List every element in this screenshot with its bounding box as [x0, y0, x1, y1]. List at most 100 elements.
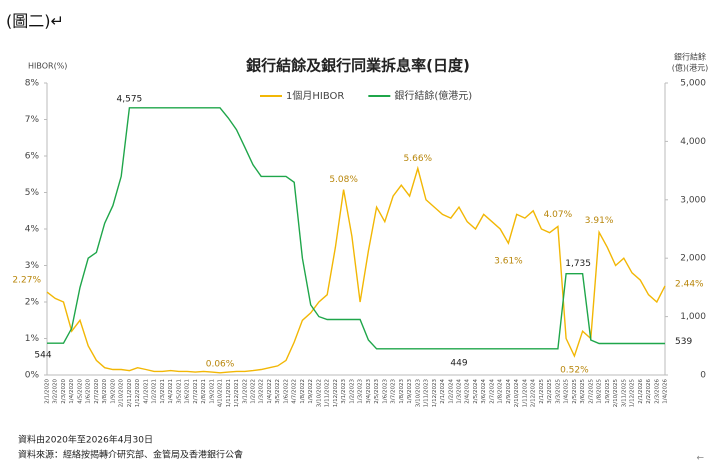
x-tick-label: 3/2/2025	[547, 379, 553, 404]
x-tick-label: 1/11/2022	[325, 379, 331, 407]
x-tick-label: 1/12/2023	[432, 379, 438, 408]
x-tick-label: 3/10/2022	[316, 379, 322, 407]
x-tick-label: 3/10/2023	[415, 379, 421, 408]
data-label: 4,575	[117, 94, 143, 104]
x-tick-label: 1/8/2024	[498, 379, 504, 404]
x-tick-label: 2/4/2024	[465, 379, 471, 404]
y-tick-label: 2%	[25, 298, 40, 308]
x-tick-label: 1/3/2023	[358, 379, 364, 404]
x-tick-label: 1/4/2022	[267, 379, 273, 404]
x-tick-label: 2/3/2026	[654, 379, 660, 404]
x-tick-label: 1/6/2022	[283, 379, 289, 404]
x-tick-label: 3/3/2025	[555, 379, 561, 404]
x-tick-label: 1/11/2024	[522, 379, 528, 408]
x-tick-label: 1/2/2024	[448, 379, 454, 404]
x-tick-label: 4/10/2021	[218, 379, 224, 407]
x-tick-label: 1/8/2023	[399, 379, 405, 404]
x-tick-label: 1/6/2023	[382, 379, 388, 404]
data-label: 539	[675, 337, 692, 347]
x-tick-label: 2/8/2021	[201, 379, 207, 404]
x-tick-label: 2/12/2024	[531, 379, 537, 408]
x-tick-label: 1/11/2021	[226, 379, 232, 407]
series-line	[46, 165, 666, 374]
y2-tick-label: 1,000	[680, 312, 706, 322]
note: 資料來源：經絡按揭轉介研究部、金管局及香港銀行公會	[18, 449, 243, 461]
x-tick-label: 2/5/2023	[374, 379, 380, 404]
x-tick-label: 1/4/2025	[564, 379, 570, 404]
x-tick-label: 2/5/2024	[473, 379, 479, 404]
x-tick-label: 2/3/2020	[61, 379, 67, 404]
x-tick-label: 3/6/2025	[580, 379, 586, 404]
y-tick-label: 3%	[25, 261, 40, 271]
x-tick-label: 2/2/2026	[646, 379, 652, 404]
series-line	[47, 107, 665, 350]
corner-mark: ←	[696, 454, 704, 464]
x-tick-label: 1/2/2023	[349, 379, 355, 404]
x-tick-label: 1/12/2022	[333, 379, 339, 407]
x-tick-label: 1/4/2020	[69, 379, 75, 404]
data-label: 5.08%	[329, 175, 358, 185]
x-tick-label: 2/11/2020	[127, 379, 133, 408]
x-tick-label: 1/8/2022	[300, 379, 306, 404]
x-tick-label: 3/7/2023	[391, 379, 397, 404]
x-tick-label: 1/6/2021	[185, 379, 191, 404]
x-tick-label: 2/1/2026	[638, 379, 644, 404]
x-tick-label: 2/10/2025	[613, 379, 619, 408]
data-label: 5.66%	[404, 154, 433, 164]
x-tick-label: 2/7/2021	[193, 379, 199, 404]
legend-label: 銀行結餘(億港元)	[394, 89, 472, 102]
x-tick-label: 1/4/2021	[168, 379, 174, 404]
y-axis-label: HIBOR(%)	[28, 62, 67, 71]
x-tick-label: 4/5/2020	[77, 379, 83, 404]
y2-axis-label: 銀行結餘	[674, 52, 706, 62]
x-tick-label: 1/9/2020	[110, 379, 116, 404]
x-tick-label: 1/11/2023	[424, 379, 430, 408]
x-tick-label: 2/1/2025	[539, 379, 545, 404]
data-label: 0.52%	[560, 366, 589, 376]
x-tick-label: 4/1/2021	[143, 379, 149, 404]
y-tick-label: 5%	[25, 188, 40, 198]
y2-tick-label: 5,000	[680, 79, 706, 89]
data-label: 2.44%	[675, 279, 704, 289]
data-label: 4.07%	[544, 210, 573, 220]
y-tick-label: 1%	[25, 334, 40, 344]
x-tick-label: 3/5/2021	[176, 379, 182, 404]
x-tick-label: 2/9/2024	[506, 379, 512, 404]
x-tick-label: 1/12/2020	[135, 379, 141, 408]
data-label: 0.06%	[206, 359, 235, 369]
y-tick-label: 6%	[25, 152, 40, 162]
x-tick-label: 1/8/2025	[597, 379, 603, 404]
x-tick-label: 1/4/2026	[663, 379, 669, 404]
x-tick-label: 3/6/2024	[481, 379, 487, 404]
note: 資料由2020年至2026年4月30日	[18, 434, 153, 446]
x-tick-label: 3/5/2022	[275, 379, 281, 404]
x-tick-label: 2/7/2025	[588, 379, 594, 404]
data-label: 1,735	[565, 259, 591, 269]
x-tick-label: 3/1/2023	[341, 379, 347, 404]
data-label: 3.91%	[585, 216, 614, 226]
x-tick-label: 1/9/2025	[605, 379, 611, 404]
legend-label: 1個月HIBOR	[286, 89, 344, 102]
y2-tick-label: 4,000	[680, 137, 706, 147]
data-label: 449	[450, 358, 467, 368]
x-tick-label: 1/3/2022	[259, 379, 265, 404]
x-tick-label: 3/11/2025	[621, 379, 627, 408]
y2-tick-label: 3,000	[680, 195, 706, 205]
x-tick-label: 3/1/2022	[242, 379, 248, 404]
x-tick-label: 2/1/2024	[440, 379, 446, 404]
x-tick-label: 1/9/2023	[407, 379, 413, 404]
x-tick-label: 4/7/2022	[292, 379, 298, 404]
y2-tick-label: 0	[700, 371, 706, 381]
y-tick-label: 8%	[25, 79, 40, 89]
x-tick-label: 1/12/2021	[234, 379, 240, 407]
x-tick-label: 2/10/2020	[119, 379, 125, 408]
x-tick-label: 1/3/2021	[160, 379, 166, 404]
x-tick-label: 2/1/2020	[45, 379, 51, 404]
data-label: 2.27%	[12, 276, 41, 286]
y2-axis-label: (億)(港元)	[672, 63, 708, 73]
x-tick-label: 2/10/2024	[514, 379, 520, 408]
data-label: 544	[34, 351, 51, 361]
y-tick-label: 7%	[25, 115, 40, 125]
y-tick-label: 0%	[25, 371, 40, 381]
